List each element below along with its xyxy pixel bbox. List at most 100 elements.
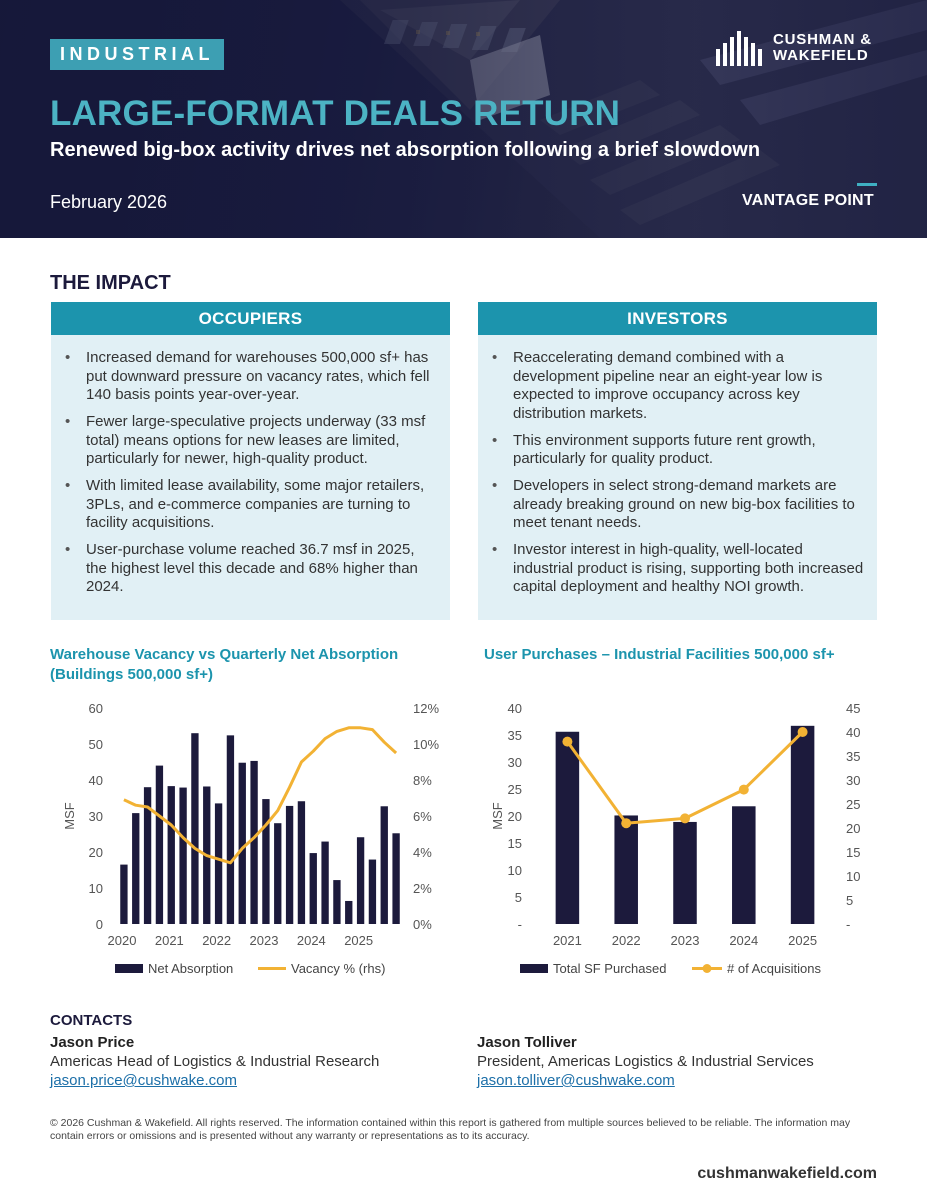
y-axis-tick-label: 15 (508, 836, 522, 851)
x-axis-tick-label: 2023 (671, 933, 700, 948)
purchase-bar (732, 806, 756, 924)
occupiers-panel: OCCUPIERS Increased demand for warehouse… (51, 302, 450, 620)
y2-axis-tick-label: 45 (846, 701, 860, 716)
vantage-point-accent (857, 183, 877, 186)
x-axis-tick-label: 2022 (202, 933, 231, 948)
absorption-bar (309, 853, 317, 924)
acquisitions-marker (562, 736, 573, 747)
absorption-bar (155, 765, 164, 924)
y-axis-tick-label: 30 (508, 755, 522, 770)
y2-axis-tick-label: 10% (413, 737, 439, 752)
absorption-bar (297, 801, 306, 924)
y2-axis-tick-label: 5 (846, 893, 853, 908)
legend-swatch-marker (702, 964, 712, 973)
y2-axis-tick-label: 10 (846, 869, 860, 884)
absorption-bar (392, 833, 400, 924)
absorption-bar (250, 760, 258, 924)
y-axis-tick-label: 10 (89, 881, 103, 896)
absorption-bar (226, 735, 235, 924)
disclaimer: © 2026 Cushman & Wakefield. All rights r… (50, 1117, 851, 1142)
contact-email-link[interactable]: jason.tolliver@cushwake.com (477, 1072, 675, 1089)
vacancy-chart-title-line-1: Warehouse Vacancy vs Quarterly Net Absor… (50, 646, 399, 663)
contact-name: Jason Price (50, 1034, 135, 1051)
acquisitions-marker (797, 727, 808, 737)
page-title: LARGE-FORMAT DEALS RETURN (50, 94, 621, 133)
list-item: Fewer large-speculative projects underwa… (65, 413, 438, 469)
legend-label: Vacancy % (rhs) (291, 961, 385, 976)
purchases-chart-title: User Purchases – Industrial Facilities 5… (484, 646, 835, 663)
y2-axis-tick-label: 6% (413, 809, 432, 824)
absorption-bar (167, 786, 175, 924)
sector-tag: INDUSTRIAL (50, 39, 224, 70)
website-link[interactable]: cushmanwakefield.com (697, 1165, 877, 1182)
y-axis-tick-label: - (518, 917, 522, 932)
y2-axis-tick-label: 15 (846, 845, 860, 860)
contacts-heading: CONTACTS (50, 1012, 133, 1029)
brand-line-1: CUSHMAN & (773, 31, 872, 48)
x-axis-tick-label: 2020 (108, 933, 137, 948)
contact-email-link[interactable]: jason.price@cushwake.com (50, 1072, 237, 1089)
y-axis-tick-label: 40 (508, 701, 522, 716)
hero-banner: INDUSTRIAL LARGE-FORMAT DEALS RETURN Ren… (0, 0, 927, 238)
brand-line-2: WAKEFIELD (773, 47, 869, 64)
y-axis-tick-label: 25 (508, 782, 522, 797)
absorption-bar (262, 799, 270, 924)
absorption-bar (356, 837, 365, 924)
y2-axis-tick-label: 20 (846, 821, 860, 836)
absorption-bar (203, 786, 211, 924)
absorption-bar (120, 864, 128, 924)
x-axis-tick-label: 2021 (553, 933, 582, 948)
list-item: Developers in select strong-demand marke… (492, 477, 865, 533)
contact-card: Jason Tolliver President, Americas Logis… (477, 1033, 814, 1090)
vacancy-chart-title-line-2: (Buildings 500,000 sf+) (50, 666, 213, 683)
absorption-bar (333, 880, 341, 924)
x-axis-tick-label: 2022 (612, 933, 641, 948)
y2-axis-tick-label: 8% (413, 773, 432, 788)
vacancy-chart-title: Warehouse Vacancy vs Quarterly Net Absor… (50, 645, 398, 685)
absorption-bar (143, 787, 152, 924)
y2-axis-tick-label: 4% (413, 845, 432, 860)
contact-card: Jason Price Americas Head of Logistics &… (50, 1033, 379, 1090)
x-axis-tick-label: 2024 (729, 933, 758, 948)
impact-heading: THE IMPACT (50, 272, 171, 294)
y2-axis-tick-label: 2% (413, 881, 432, 896)
acquisitions-marker (680, 813, 690, 824)
investors-list: Reaccelerating demand combined with a de… (478, 335, 877, 597)
absorption-bar (380, 806, 388, 924)
y-axis-tick-label: 0 (96, 917, 103, 932)
y-axis-tick-label: 10 (508, 863, 522, 878)
y2-axis-tick-label: 12% (413, 701, 439, 716)
list-item: This environment supports future rent gr… (492, 432, 865, 469)
y2-axis-tick-label: 35 (846, 749, 860, 764)
legend-swatch-bar (520, 964, 548, 973)
purchase-bar (555, 731, 580, 924)
y2-axis-tick-label: 40 (846, 725, 860, 740)
y-axis-tick-label: 40 (89, 773, 103, 788)
absorption-bar (345, 900, 353, 924)
occupiers-list: Increased demand for warehouses 500,000 … (51, 335, 450, 597)
legend-swatch-bar (115, 964, 143, 973)
x-axis-tick-label: 2024 (297, 933, 326, 948)
vacancy-line (123, 726, 398, 865)
y-axis-title: MSF (62, 802, 77, 830)
x-axis-tick-label: 2023 (250, 933, 279, 948)
absorption-bar (191, 733, 199, 924)
list-item: With limited lease availability, some ma… (65, 477, 438, 533)
brand-wordmark: CUSHMAN & WAKEFIELD (773, 32, 872, 64)
list-item: User-purchase volume reached 36.7 msf in… (65, 541, 438, 597)
x-axis-tick-label: 2025 (788, 933, 817, 948)
list-item: Investor interest in high-quality, well-… (492, 541, 865, 597)
y2-axis-tick-label: 25 (846, 797, 860, 812)
y-axis-tick-label: 30 (89, 809, 103, 824)
legend-label: Net Absorption (148, 961, 233, 976)
absorption-bar (179, 787, 187, 924)
list-item: Reaccelerating demand combined with a de… (492, 349, 865, 423)
y-axis-tick-label: 50 (89, 737, 103, 752)
legend-label: # of Acquisitions (727, 961, 821, 976)
purchase-bar (790, 725, 815, 924)
y-axis-tick-label: 5 (515, 890, 522, 905)
investors-panel: INVESTORS Reaccelerating demand combined… (478, 302, 877, 620)
y-axis-title: MSF (490, 802, 505, 830)
y-axis-tick-label: 60 (89, 701, 103, 716)
cushman-wakefield-logo-icon (716, 31, 762, 66)
